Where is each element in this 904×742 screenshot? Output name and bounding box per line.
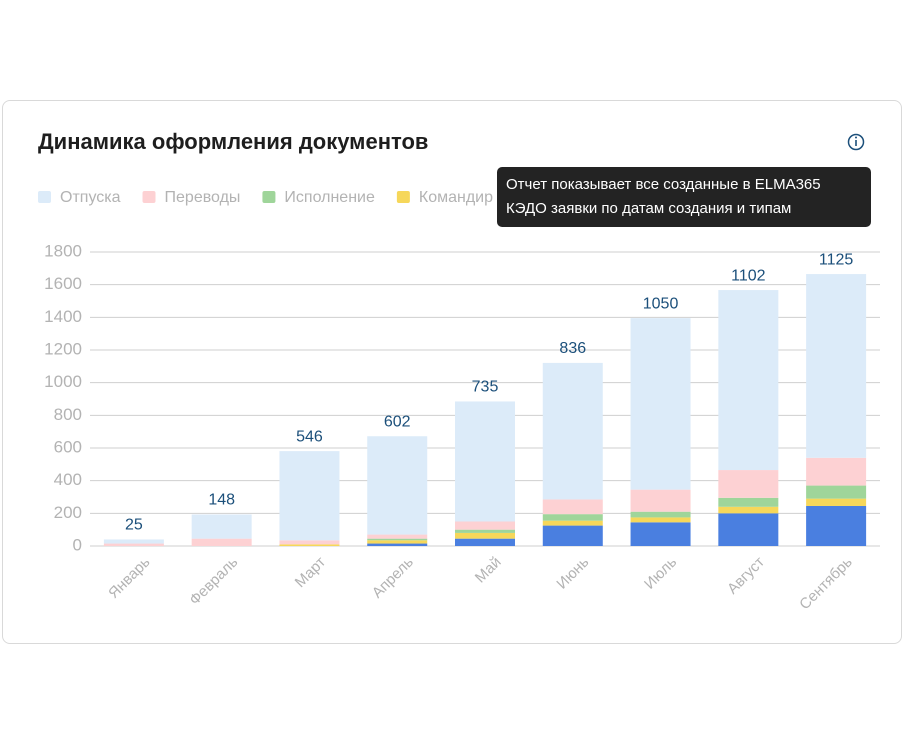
y-tick-label: 800 [54,405,82,424]
y-tick-label: 1800 [44,241,82,260]
x-tick-label: Август [724,554,768,598]
bar-segment [279,451,340,541]
legend-label: Командир [419,189,493,206]
x-tick-label: Июнь [553,553,592,592]
bar-segment [103,543,164,546]
bar-segment [455,538,515,546]
legend-swatch [38,191,51,203]
card [2,100,902,644]
bar-segment [191,538,252,546]
bar-segment [630,517,691,523]
bar-segment [367,543,428,546]
y-tick-label: 1400 [44,307,82,326]
info-icon[interactable] [847,133,865,151]
bar-segment [455,401,515,522]
x-tick-label: Сентябрь [796,553,856,613]
bar-segment [367,436,428,535]
bar-segment [806,485,867,499]
legend-label: Отпуска [60,189,121,206]
bar-segment [806,457,867,486]
bar-segment [630,522,691,546]
legend-swatch [142,191,156,203]
bar-segment [542,520,603,526]
data-label: 148 [208,492,235,509]
chart-title: Динамика оформления документов [38,129,428,154]
legend-swatch [396,191,410,203]
bar-segment [806,498,867,506]
bar-segment [279,544,340,546]
bar-segment [718,497,779,507]
data-label: 1102 [731,267,766,284]
bar-segment [542,514,603,521]
legend-label: Переводы [165,189,241,206]
y-tick-label: 1600 [44,274,82,293]
y-tick-label: 600 [54,437,82,456]
bar-segment [542,525,603,546]
x-tick-label: Февраль [186,553,241,608]
bar-segment [367,534,428,539]
y-tick-label: 1000 [44,372,82,391]
data-label: 836 [559,340,586,357]
bar-segment [279,540,340,545]
data-label: 1125 [819,251,854,268]
bar-segment [542,499,603,515]
x-tick-label: Март [292,554,329,591]
tooltip-text: Отчет показывает все созданные в ELMA365 [506,176,821,193]
bar-segment [542,362,603,500]
y-tick-label: 1200 [44,339,82,358]
tooltip-box [497,167,871,227]
bar-segment [455,532,515,539]
bar-segment [630,489,691,512]
bar-segment [718,513,779,546]
x-tick-label: Апрель [369,553,417,601]
bar-segment [806,505,867,546]
bar-segment [367,540,428,544]
legend-label: Исполнение [284,189,375,206]
data-label: 602 [384,413,411,430]
x-tick-label: Июль [641,553,680,592]
bar-segment [455,529,515,533]
bar-segment [718,290,779,471]
x-tick-label: Январь [105,553,154,602]
bar-segment [367,538,428,541]
tooltip: Отчет показывает все созданные в ELMA365… [497,167,871,227]
bar-segment [806,274,867,458]
y-tick-label: 400 [54,470,82,489]
bar-segment [103,539,164,544]
legend-swatch [262,191,276,203]
tooltip-text: КЭДО заявки по датам создания и типам [506,200,791,217]
bar-segment [191,514,252,539]
data-label: 1050 [643,295,679,312]
x-tick-label: Май [472,554,505,587]
bar-segment [718,470,779,498]
data-label: 25 [125,517,143,534]
bar-segment [630,318,691,490]
bar-segment [630,511,691,518]
y-tick-label: 0 [73,535,82,554]
data-label: 735 [472,379,499,396]
y-tick-label: 200 [54,503,82,522]
bar-segment [455,521,515,530]
bar-segment [718,506,779,514]
data-label: 546 [296,428,323,445]
